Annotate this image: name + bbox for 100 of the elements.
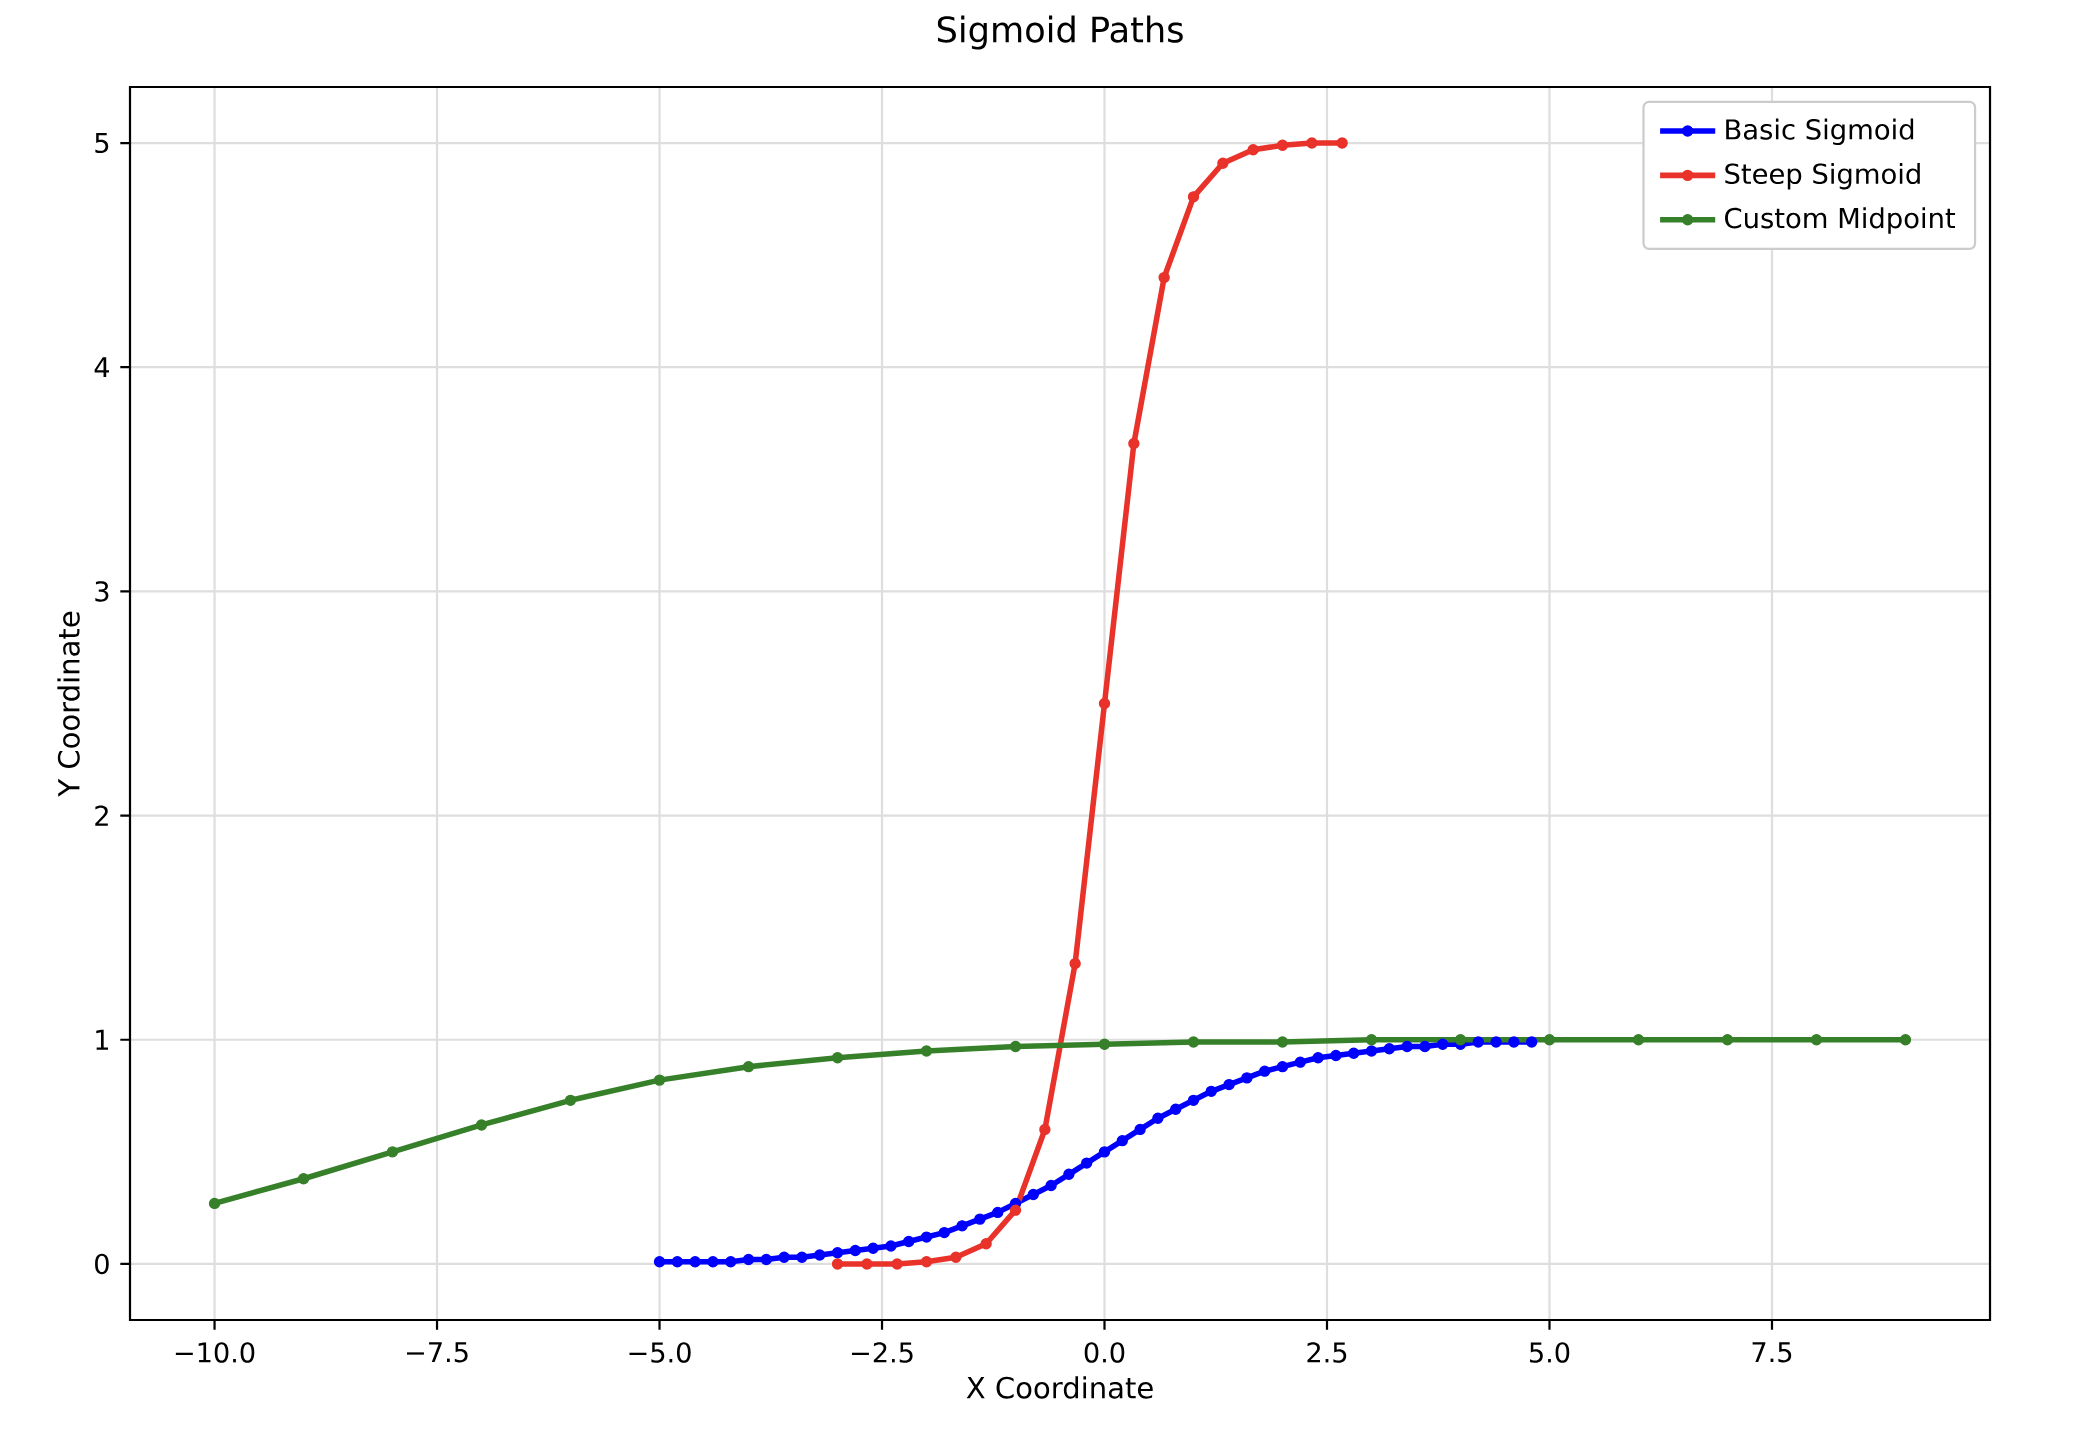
point xyxy=(742,1253,755,1266)
point xyxy=(653,1256,666,1268)
point xyxy=(849,1244,861,1257)
point xyxy=(891,1258,903,1270)
x-tick-label: 0.0 xyxy=(1084,1342,1125,1363)
point xyxy=(386,1146,399,1158)
x-tick-label: −2.5 xyxy=(851,1342,913,1363)
point xyxy=(861,1258,873,1270)
point xyxy=(920,1045,933,1057)
point xyxy=(725,1256,737,1268)
point xyxy=(1098,1146,1111,1158)
x-tick-label: −5.0 xyxy=(629,1342,691,1363)
point xyxy=(1508,1036,1520,1048)
legend-label: Steep Sigmoid xyxy=(1725,162,1920,190)
point xyxy=(1526,1036,1538,1048)
point xyxy=(1312,1052,1324,1064)
point xyxy=(297,1173,310,1185)
point xyxy=(950,1251,962,1263)
x-tick-label: 7.5 xyxy=(1752,1342,1792,1363)
point xyxy=(1294,1056,1306,1068)
point xyxy=(1721,1034,1734,1046)
x-tick-label: 5.0 xyxy=(1530,1342,1570,1363)
point xyxy=(885,1240,897,1252)
point xyxy=(1437,1038,1449,1050)
point xyxy=(1205,1085,1217,1097)
point xyxy=(831,1247,844,1259)
point xyxy=(671,1256,683,1268)
point xyxy=(1217,157,1229,169)
y-tick-label: 1 xyxy=(96,1029,109,1050)
point xyxy=(760,1253,772,1266)
point xyxy=(992,1206,1004,1219)
point xyxy=(974,1213,986,1225)
point xyxy=(1401,1040,1413,1053)
point xyxy=(1128,437,1140,450)
point xyxy=(1810,1034,1823,1046)
x-axis-title: X Coordinate xyxy=(966,1376,1153,1399)
point xyxy=(1306,137,1318,149)
point xyxy=(1045,1179,1057,1192)
point xyxy=(1276,1036,1289,1048)
point xyxy=(1632,1034,1645,1046)
point xyxy=(814,1249,826,1261)
legend-label: Basic Sigmoid xyxy=(1726,118,1914,146)
point xyxy=(980,1238,992,1250)
point xyxy=(1348,1047,1360,1059)
x-tick-label: −10.0 xyxy=(175,1342,255,1363)
point xyxy=(903,1235,915,1248)
point xyxy=(831,1052,844,1064)
point xyxy=(1134,1123,1146,1136)
point xyxy=(1027,1188,1039,1201)
point xyxy=(1276,139,1289,151)
point xyxy=(1187,191,1200,203)
point xyxy=(1009,1040,1022,1053)
y-tick-label: 5 xyxy=(95,132,109,154)
point xyxy=(208,1197,221,1210)
chart-title: Sigmoid Paths xyxy=(937,15,1183,50)
x-tick-label: −7.5 xyxy=(406,1342,468,1363)
point xyxy=(1069,957,1081,970)
point xyxy=(920,1231,933,1243)
point xyxy=(1098,1038,1111,1050)
point xyxy=(1365,1034,1378,1046)
point xyxy=(1009,1204,1022,1216)
y-tick-label: 3 xyxy=(95,581,109,602)
point xyxy=(1330,1049,1342,1062)
point xyxy=(742,1061,755,1073)
point xyxy=(707,1256,719,1268)
point xyxy=(920,1256,933,1268)
point xyxy=(653,1074,666,1086)
y-tick-label: 2 xyxy=(95,805,108,826)
point xyxy=(1490,1036,1502,1048)
point xyxy=(564,1094,577,1106)
point xyxy=(1259,1065,1271,1077)
point xyxy=(778,1251,790,1263)
y-tick-label: 4 xyxy=(94,357,110,378)
point xyxy=(1187,1036,1200,1048)
point xyxy=(1472,1036,1484,1048)
point xyxy=(831,1258,844,1270)
point xyxy=(1276,1061,1289,1073)
point xyxy=(1223,1078,1235,1091)
point xyxy=(1039,1123,1051,1136)
y-axis-title: Y Coordinate xyxy=(57,611,80,797)
point xyxy=(867,1242,879,1254)
point xyxy=(1383,1043,1395,1055)
point xyxy=(1543,1034,1556,1046)
point xyxy=(1241,1072,1253,1084)
x-tick-label: 2.5 xyxy=(1307,1342,1347,1363)
y-tick-label: 0 xyxy=(95,1253,109,1275)
point xyxy=(1454,1034,1467,1046)
point xyxy=(1899,1034,1912,1046)
legend-label: Custom Midpoint xyxy=(1725,207,1956,234)
point xyxy=(796,1251,808,1263)
point xyxy=(956,1220,968,1232)
point xyxy=(1170,1103,1182,1115)
point xyxy=(1247,144,1259,156)
point xyxy=(475,1119,488,1131)
point xyxy=(1187,1094,1200,1106)
point xyxy=(1081,1157,1093,1169)
point xyxy=(689,1256,701,1268)
point xyxy=(1063,1168,1075,1180)
point xyxy=(1098,697,1111,710)
point xyxy=(938,1226,950,1239)
